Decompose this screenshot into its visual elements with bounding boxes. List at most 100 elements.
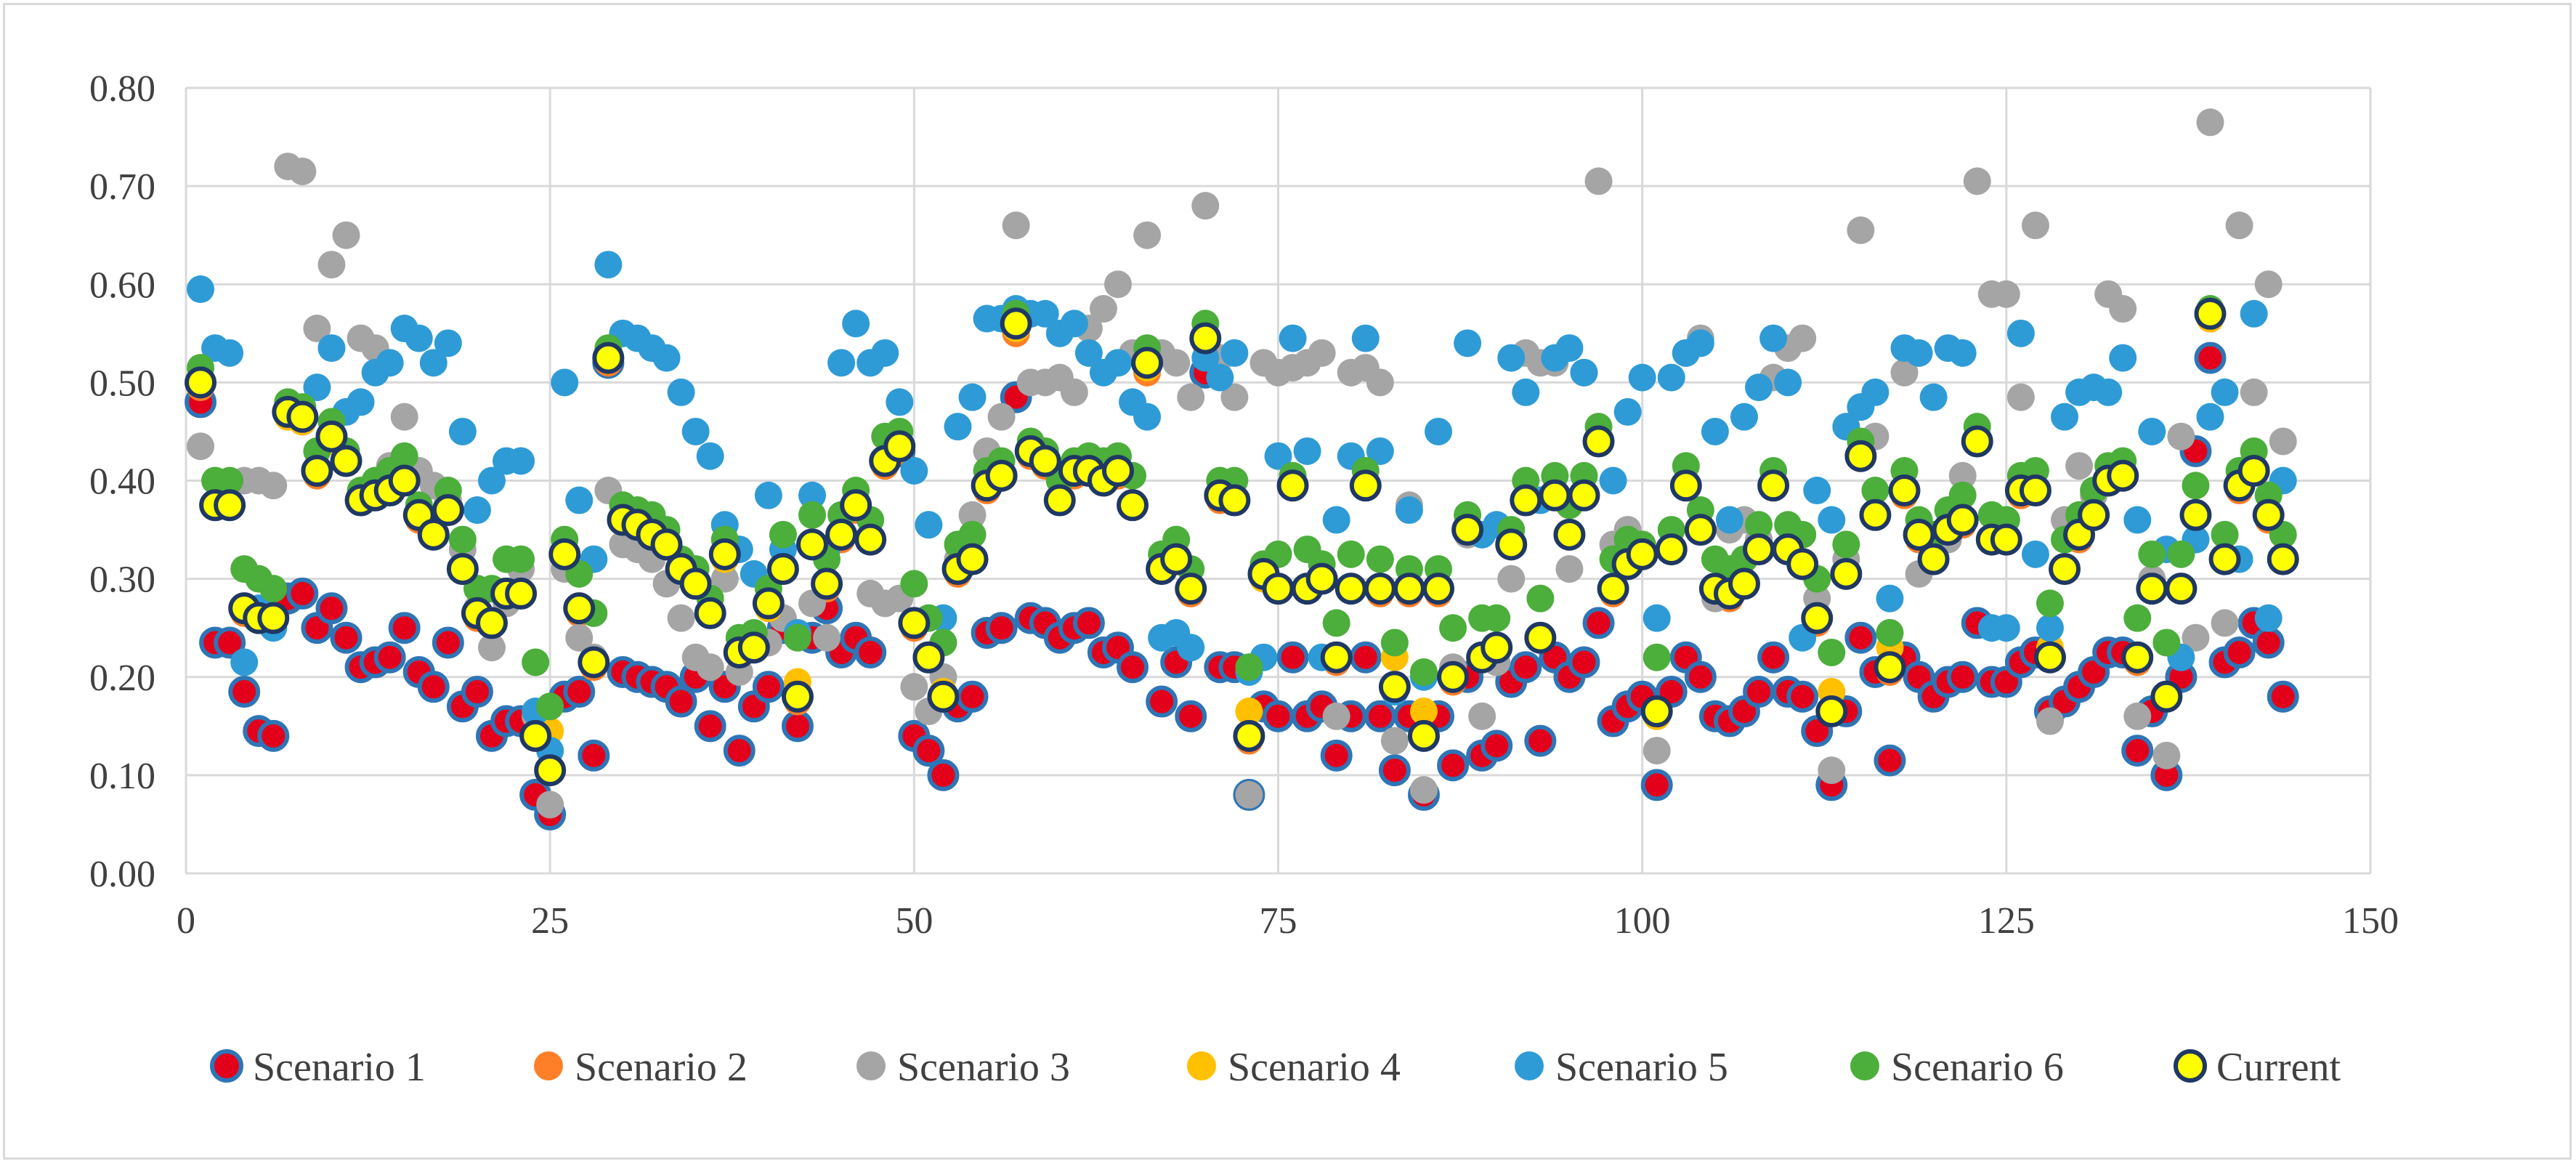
data-point bbox=[1669, 469, 1702, 502]
data-point bbox=[461, 676, 493, 708]
data-point bbox=[1409, 658, 1438, 686]
data-point bbox=[1437, 660, 1470, 693]
data-point bbox=[827, 349, 856, 377]
data-point bbox=[1728, 567, 1760, 600]
data-point bbox=[2051, 403, 2079, 431]
data-point bbox=[1131, 347, 1164, 379]
y-tick-label: 0.40 bbox=[89, 461, 155, 503]
data-point bbox=[2019, 474, 2052, 507]
data-point bbox=[1276, 641, 1309, 674]
data-point bbox=[2237, 454, 2270, 487]
data-point bbox=[2254, 604, 2283, 632]
data-point bbox=[650, 528, 683, 561]
legend-label: Scenario 5 bbox=[1555, 1045, 1728, 1090]
data-point bbox=[434, 329, 462, 357]
data-point bbox=[958, 520, 987, 549]
data-point bbox=[565, 623, 594, 652]
data-point bbox=[519, 719, 552, 752]
data-point bbox=[2269, 427, 2297, 456]
legend-marker bbox=[210, 1049, 243, 1083]
data-point bbox=[1801, 602, 1834, 634]
data-point bbox=[2078, 498, 2110, 531]
data-point bbox=[1917, 543, 1950, 575]
data-point bbox=[1757, 641, 1790, 674]
data-point bbox=[769, 520, 797, 549]
data-point bbox=[551, 368, 579, 397]
legend: Scenario 1 Scenario 2 Scenario 3 Scenario 4… bbox=[210, 1045, 2341, 1090]
data-point bbox=[1060, 310, 1088, 338]
data-point bbox=[536, 692, 564, 721]
legend-marker bbox=[856, 1051, 886, 1080]
data-point bbox=[432, 494, 464, 527]
data-point bbox=[578, 739, 610, 772]
data-point bbox=[2136, 573, 2168, 605]
data-point bbox=[1495, 528, 1528, 561]
data-point bbox=[2196, 403, 2224, 431]
data-point bbox=[1060, 378, 1088, 406]
data-point bbox=[1874, 744, 1906, 777]
data-point bbox=[854, 636, 887, 668]
legend-label: Current bbox=[2216, 1045, 2341, 1090]
data-point bbox=[2225, 211, 2253, 240]
data-point bbox=[766, 553, 799, 586]
data-point bbox=[1279, 324, 1307, 352]
data-point bbox=[405, 324, 433, 352]
data-point bbox=[2240, 299, 2268, 328]
data-point bbox=[752, 671, 785, 703]
data-point bbox=[1818, 638, 1846, 666]
data-point bbox=[1946, 504, 1979, 536]
data-point bbox=[1308, 339, 1336, 367]
data-point bbox=[1351, 324, 1380, 352]
data-point bbox=[315, 420, 348, 453]
data-point bbox=[652, 344, 681, 372]
data-point bbox=[303, 373, 331, 402]
data-point bbox=[985, 459, 1018, 492]
data-point bbox=[1451, 514, 1484, 546]
data-point bbox=[1233, 719, 1265, 752]
data-point bbox=[317, 251, 346, 279]
legend-marker bbox=[1515, 1051, 1544, 1080]
data-point bbox=[1745, 373, 1773, 402]
data-point bbox=[1568, 646, 1600, 679]
data-point bbox=[1888, 474, 1921, 507]
data-point bbox=[2211, 378, 2239, 406]
data-point bbox=[1919, 383, 1948, 411]
data-point bbox=[1903, 518, 1935, 551]
data-points bbox=[185, 108, 2299, 830]
data-point bbox=[915, 511, 943, 539]
data-point bbox=[419, 349, 447, 377]
data-point bbox=[1510, 484, 1542, 517]
data-point bbox=[1874, 651, 1906, 684]
data-point bbox=[956, 680, 989, 713]
data-point bbox=[1146, 685, 1178, 718]
data-point bbox=[681, 417, 710, 445]
data-point bbox=[2036, 589, 2064, 618]
data-point bbox=[1876, 618, 1904, 647]
data-point bbox=[1844, 440, 1877, 472]
data-point bbox=[944, 413, 972, 441]
data-point bbox=[417, 671, 450, 703]
data-point bbox=[2036, 614, 2064, 642]
data-point bbox=[694, 597, 726, 629]
data-point bbox=[1948, 461, 1977, 490]
data-point bbox=[2167, 422, 2195, 450]
data-point bbox=[1890, 358, 1919, 387]
data-point bbox=[1481, 631, 1513, 664]
data-point bbox=[1320, 641, 1353, 674]
data-point bbox=[257, 719, 290, 752]
data-point bbox=[1322, 702, 1350, 730]
data-point bbox=[475, 607, 508, 639]
data-point bbox=[1905, 339, 1933, 367]
data-point bbox=[2252, 498, 2285, 531]
data-point bbox=[1133, 221, 1162, 249]
data-point bbox=[1293, 437, 1321, 465]
data-point bbox=[330, 621, 362, 654]
data-point bbox=[1961, 425, 1993, 458]
data-point bbox=[230, 648, 259, 676]
data-point bbox=[796, 528, 829, 561]
data-point bbox=[1847, 216, 1875, 244]
data-point bbox=[708, 538, 741, 570]
data-point bbox=[2211, 609, 2239, 637]
data-point bbox=[1555, 555, 1584, 583]
data-point bbox=[1599, 466, 1627, 495]
